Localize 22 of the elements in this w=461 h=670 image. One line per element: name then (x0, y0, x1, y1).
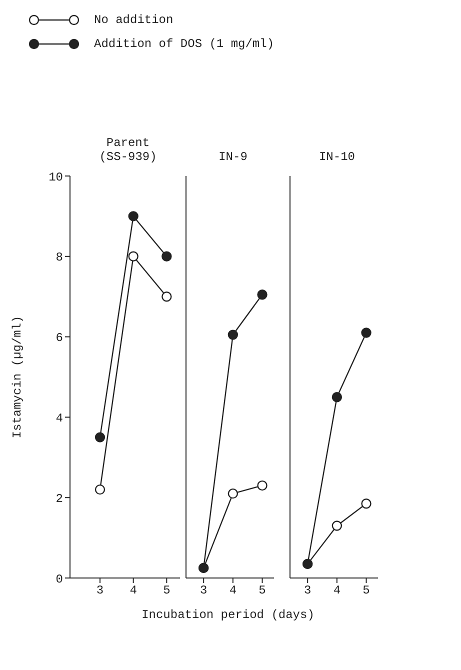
legend-label: No addition (94, 13, 174, 27)
x-tick-label: 5 (258, 584, 266, 598)
y-tick-label: 4 (56, 411, 63, 426)
legend-label: Addition of DOS (1 mg/ml) (94, 37, 274, 51)
chart-title: IN-9 (218, 150, 248, 164)
x-tick-label: 4 (130, 584, 137, 598)
y-tick-label: 8 (56, 250, 63, 265)
y-tick-label: 2 (56, 492, 63, 506)
x-tick-label: 4 (229, 584, 237, 598)
x-tick-label: 5 (163, 584, 170, 598)
chart-title: Parent (SS-939) (99, 136, 157, 164)
y-tick-label: 6 (56, 331, 63, 346)
chart-title: IN-10 (318, 150, 355, 164)
x-tick-label: 3 (96, 584, 104, 598)
y-axis-title: Istamycin (µg/ml) (10, 316, 24, 438)
x-tick-label: 3 (304, 584, 312, 598)
y-tick-label: 10 (48, 170, 63, 184)
x-tick-label: 5 (362, 584, 370, 598)
x-axis-title: Incubation period (days) (140, 608, 316, 622)
x-tick-label: 4 (333, 584, 341, 598)
x-tick-label: 3 (200, 584, 208, 598)
y-tick-label: 0 (56, 572, 63, 586)
